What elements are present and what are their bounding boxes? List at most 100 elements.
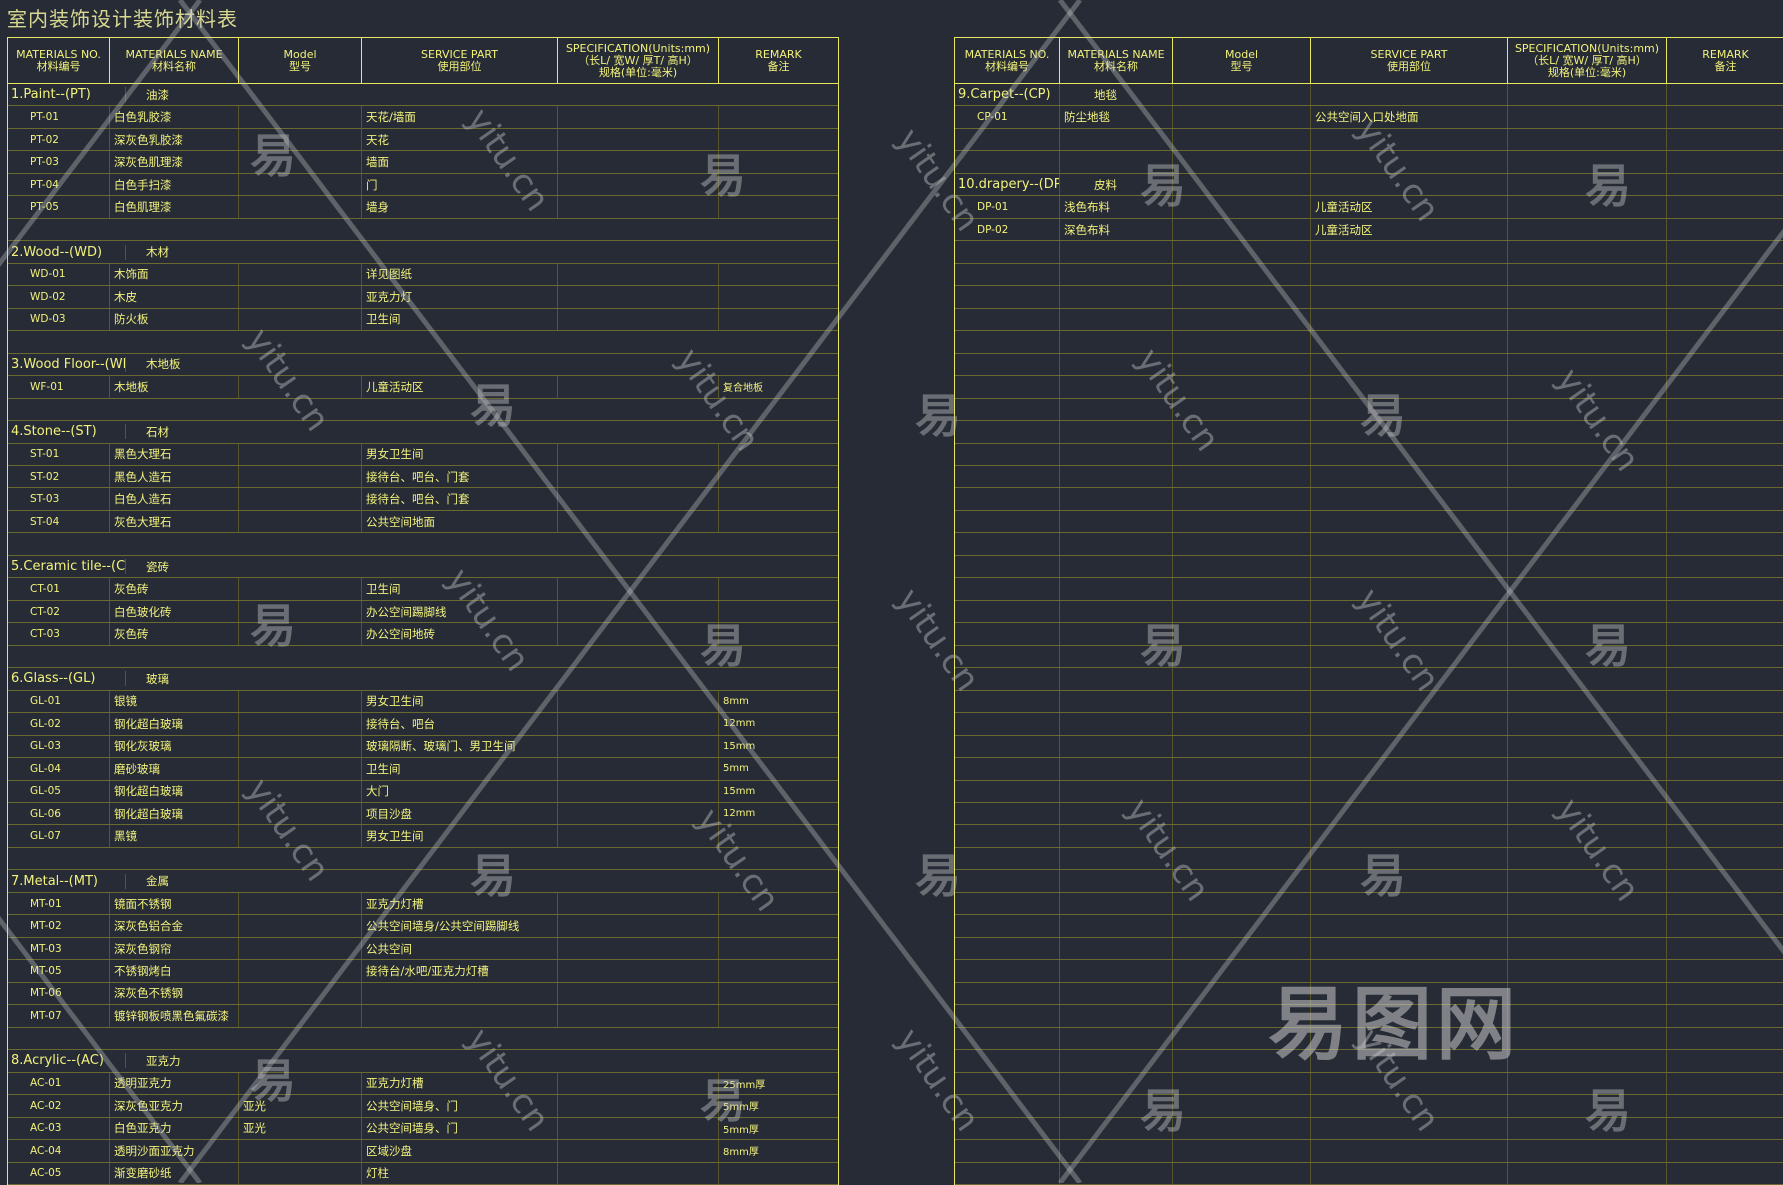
cell-model (239, 1140, 362, 1162)
cell-model (239, 173, 362, 196)
cell-model (239, 263, 362, 286)
empty-cell (1508, 465, 1667, 488)
empty-cell (1173, 690, 1311, 713)
empty-cell (955, 982, 1060, 1005)
cell-remark: 25mm厚 (723, 1079, 766, 1091)
blank-row (955, 151, 1783, 174)
empty-cell (1508, 690, 1667, 713)
cell-material-no: AC-03 (8, 1117, 110, 1140)
empty-cell (1311, 1095, 1508, 1117)
empty-cell (1667, 488, 1783, 509)
header-service-part: SERVICE PART 使用部位 (362, 38, 558, 83)
cell-remark (719, 983, 838, 1004)
blank-row (955, 780, 1783, 803)
cell-model (239, 690, 362, 713)
cell-service-part (362, 1005, 558, 1027)
table-row: ST-01 黑色大理石 男女卫生间 (8, 443, 838, 466)
cell-model (239, 465, 362, 488)
empty-cell (1508, 1005, 1667, 1027)
cell-model (239, 758, 362, 780)
cell-service-part: 墙面 (362, 151, 558, 173)
cell-service-part: 办公空间地砖 (362, 623, 558, 645)
cell-remark (719, 466, 838, 487)
empty-cell (1508, 533, 1667, 555)
cell-remark (719, 106, 838, 127)
cell-material-name: 钢化灰玻璃 (110, 735, 239, 758)
empty-cell (1311, 263, 1508, 286)
category-cn: 金属 (146, 874, 169, 889)
table-row: PT-03 深灰色肌理漆 墙面 (8, 151, 838, 174)
empty-cell (1667, 915, 1783, 936)
empty-cell (1173, 1140, 1311, 1162)
cell-remark (719, 196, 838, 217)
cell-remark (719, 444, 838, 465)
blank-row (955, 241, 1783, 264)
empty-cell (1060, 623, 1173, 645)
cell-service-part: 区域沙盘 (362, 1140, 558, 1162)
empty-cell (1667, 758, 1783, 779)
header-cn-label: 材料名称 (1094, 59, 1138, 73)
empty-cell (955, 713, 1060, 735)
cell-specification (558, 960, 719, 982)
empty-cell (1667, 601, 1783, 622)
table-row: MT-06 深灰色不锈钢 (8, 982, 838, 1006)
cell-material-no: GL-02 (8, 713, 110, 735)
empty-cell (1060, 353, 1173, 376)
empty-cell (1667, 713, 1783, 734)
empty-cell (1508, 982, 1667, 1005)
cell-material-name: 白色手扫漆 (110, 173, 239, 196)
cell-model (239, 443, 362, 465)
empty-cell (1060, 398, 1173, 421)
empty-cell (1667, 151, 1783, 172)
empty-cell (1173, 331, 1311, 353)
empty-cell (1508, 1027, 1667, 1050)
cell-model (239, 286, 362, 308)
blank-row (955, 1095, 1783, 1118)
empty-cell (955, 151, 1060, 173)
cell-service-part: 墙身 (362, 196, 558, 218)
empty-cell (1173, 376, 1311, 398)
cell-specification (558, 151, 719, 173)
cell-remark (719, 893, 838, 914)
empty-cell (955, 803, 1060, 825)
empty-cell (1667, 421, 1783, 442)
header-specification: SPECIFICATION(Units:mm) （长L/ 宽W/ 厚T/ 高H）规… (558, 38, 719, 83)
cell-service-part: 男女卫生间 (362, 825, 558, 847)
category-en: 3.Wood Floor--(WF) (8, 356, 126, 372)
cell-specification (558, 465, 719, 488)
cell-remark (719, 309, 838, 330)
empty-cell (955, 286, 1060, 308)
empty-cell (1173, 758, 1311, 780)
empty-cell (1173, 668, 1311, 690)
blank-row (955, 421, 1783, 444)
cell-specification (558, 780, 719, 802)
empty-cell (1173, 263, 1311, 286)
cell-service-part: 天花/墙面 (362, 106, 558, 128)
cell-service-part: 公共空间地面 (362, 510, 558, 533)
blank-row (955, 376, 1783, 399)
cell-material-no: AC-05 (8, 1162, 110, 1184)
cell-material-no: PT-05 (8, 196, 110, 218)
empty-cell (1311, 84, 1508, 106)
cell-material-name: 深灰色铝合金 (110, 915, 239, 937)
blank-row (955, 758, 1783, 781)
cell-material-no: MT-03 (8, 937, 110, 960)
cell-material-no: GL-05 (8, 780, 110, 802)
cell-remark (719, 511, 838, 532)
cell-material-no: CP-01 (955, 106, 1060, 128)
blank-row (955, 1027, 1783, 1051)
empty-cell (1311, 780, 1508, 802)
empty-cell (1667, 511, 1783, 532)
category-cn: 玻璃 (146, 671, 169, 686)
empty-cell (955, 376, 1060, 398)
empty-cell (1173, 286, 1311, 308)
cell-service-part: 男女卫生间 (362, 443, 558, 465)
category-en: 10.drapery--(DP) (955, 173, 1060, 196)
empty-cell (1667, 354, 1783, 375)
cell-specification (1508, 196, 1667, 218)
cell-material-no: MT-01 (8, 892, 110, 915)
empty-cell (1667, 870, 1783, 891)
cell-remark (1667, 106, 1783, 127)
cell-specification (558, 196, 719, 218)
empty-cell (1060, 780, 1173, 802)
